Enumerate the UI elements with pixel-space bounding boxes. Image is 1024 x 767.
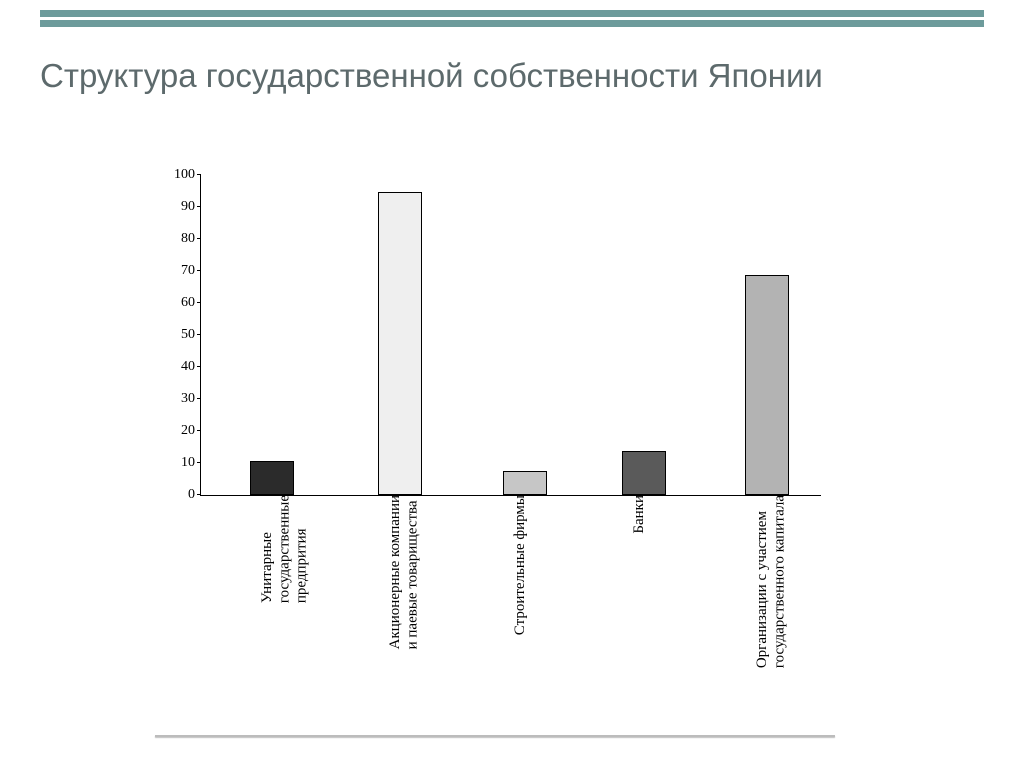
top-banner: [0, 0, 1024, 40]
page-title: Структура государственной собственности …: [0, 40, 1024, 95]
x-category-label: Строительные фирмы: [512, 495, 529, 643]
y-tick-label: 40: [181, 359, 201, 375]
y-tick-label: 50: [181, 327, 201, 343]
chart-bar: [745, 275, 789, 495]
y-tick-label: 0: [188, 487, 201, 503]
y-tick-label: 100: [174, 167, 201, 183]
y-tick-label: 10: [181, 455, 201, 471]
y-tick-mark: [197, 206, 201, 207]
x-category-label: Организации с участием государственного …: [754, 495, 789, 676]
y-tick-label: 80: [181, 231, 201, 247]
y-tick-mark: [197, 398, 201, 399]
y-tick-mark: [197, 494, 201, 495]
x-category-label: Унитарные государственные предпрития: [259, 495, 311, 611]
y-tick-mark: [197, 174, 201, 175]
chart-bar: [622, 451, 666, 495]
y-tick-mark: [197, 366, 201, 367]
chart-bar: [250, 461, 294, 495]
chart-plot-area: 0102030405060708090100Унитарные государс…: [200, 175, 821, 496]
y-tick-label: 30: [181, 391, 201, 407]
bar-chart: 0 10 20 30 40 50 60 70 80 90 100 Унитарные государс…: [155, 170, 830, 730]
x-category-label: Банки: [631, 495, 648, 542]
y-tick-mark: [197, 462, 201, 463]
chart-bar: [503, 471, 547, 495]
banner-stripe: [40, 10, 984, 17]
y-tick-mark: [197, 302, 201, 303]
footer-rule: [155, 735, 835, 737]
y-tick-mark: [197, 270, 201, 271]
y-tick-label: 70: [181, 263, 201, 279]
y-tick-label: 60: [181, 295, 201, 311]
x-category-label: Акционерные компании и паевые товарищест…: [387, 495, 422, 657]
y-tick-mark: [197, 430, 201, 431]
y-tick-mark: [197, 334, 201, 335]
y-tick-label: 90: [181, 199, 201, 215]
banner-stripe: [40, 20, 984, 27]
y-tick-label: 20: [181, 423, 201, 439]
y-tick-mark: [197, 238, 201, 239]
chart-bar: [378, 192, 422, 495]
